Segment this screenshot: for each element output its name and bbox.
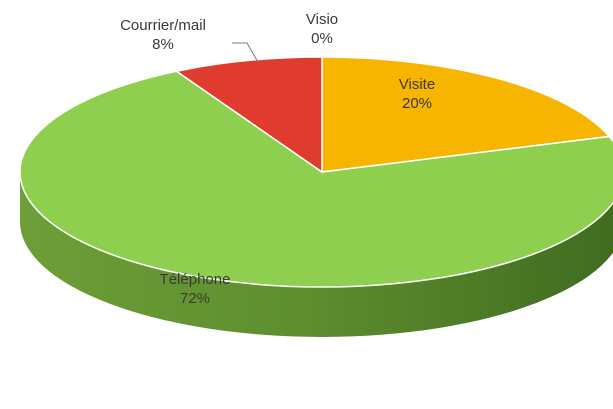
slice-visite	[321, 56, 611, 173]
slice-telephone	[19, 70, 613, 288]
pie-labels: Visio 0% Visite 20% Téléphone 72% Courrier/mai…	[120, 11, 435, 307]
slice-label-courrier-mail: Courrier/mail	[120, 17, 206, 34]
slice-label-visio: Visio	[306, 11, 338, 28]
pie-top-layer	[19, 56, 613, 288]
slice-value-courrier-mail: 8%	[152, 36, 174, 53]
slice-value-visio: 0%	[311, 30, 333, 47]
pie-side	[20, 172, 613, 337]
pie-depth-layer	[20, 172, 613, 337]
slice-label-visite: Visite	[399, 76, 435, 93]
slice-value-visite: 20%	[402, 95, 432, 112]
slice-courrier-mail	[174, 56, 323, 174]
slice-value-telephone: 72%	[180, 290, 210, 307]
slice-label-telephone: Téléphone	[160, 271, 231, 288]
leader-line-courrier-mail	[232, 42, 259, 63]
